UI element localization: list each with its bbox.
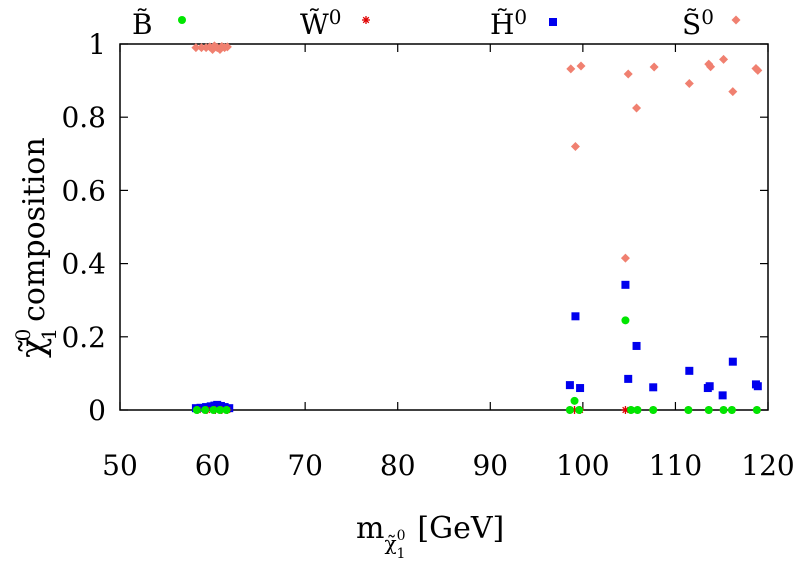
legend-entry-singlino: S̃0: [682, 5, 741, 41]
legend-label-higgsino-sup: 0: [514, 5, 527, 29]
data-point-diamond: [576, 61, 586, 71]
data-point-square: [718, 391, 727, 400]
x-tick-label: 120: [741, 449, 794, 482]
y-axis-label-sup: 0: [11, 329, 35, 342]
legend-marker-higgsino: [549, 18, 557, 26]
data-point-square: [565, 381, 574, 390]
data-point-diamond: [753, 65, 763, 75]
data-points: [191, 41, 763, 414]
data-point-diamond: [649, 62, 659, 72]
y-axis: 0 0.2 0.4 0.6 0.8 1: [61, 28, 768, 427]
y-tick-label: 0.8: [61, 101, 106, 134]
x-axis-label-symbol: m: [356, 511, 384, 546]
data-point-square: [571, 312, 580, 321]
y-axis-label-symbol: χ̃: [13, 337, 53, 358]
data-point-circle: [727, 406, 736, 414]
plot-area: [119, 43, 769, 411]
legend-label-singlino-sup: 0: [701, 5, 714, 29]
legend-label-higgsino-name: H̃: [490, 8, 514, 41]
y-axis-label: χ̃0 1 composition: [11, 137, 61, 358]
y-tick-label: 0.2: [61, 321, 106, 354]
data-point-circle: [621, 316, 630, 325]
data-point-diamond: [191, 43, 201, 53]
x-tick-label: 50: [102, 449, 138, 482]
data-point-diamond: [620, 253, 630, 263]
data-point-diamond: [632, 103, 642, 113]
legend-label-singlino: S̃0: [682, 5, 714, 41]
y-tick-label: 1: [88, 28, 106, 61]
data-point-circle: [575, 406, 584, 414]
legend-label-bino: B̃: [132, 8, 153, 41]
data-point-diamond: [706, 62, 716, 72]
data-point-circle: [626, 406, 635, 414]
data-point-circle: [209, 406, 218, 414]
legend-symbol-square: [549, 18, 557, 26]
data-point-circle: [719, 406, 728, 414]
data-point-circle: [752, 406, 761, 414]
data-point-circle: [633, 406, 642, 414]
data-point-square: [576, 384, 585, 393]
x-axis-label-sub: χ̃: [384, 531, 396, 555]
data-point-diamond: [222, 42, 232, 52]
data-point-diamond: [719, 54, 729, 64]
data-point-square: [632, 341, 641, 350]
star-stroke: [622, 406, 629, 414]
data-point-square: [705, 382, 714, 391]
x-axis-label-subsub: 1: [397, 546, 406, 562]
legend-label-singlino-name: S̃: [682, 8, 701, 41]
x-axis: 50 60 70 80 90 100 110 120: [102, 44, 795, 482]
legend: B̃ W̃0 H̃0 S̃0: [132, 5, 741, 41]
legend-label-higgsino: H̃0: [490, 5, 527, 41]
data-point-circle: [649, 406, 658, 414]
data-point-circle: [704, 406, 713, 414]
data-point-circle: [684, 406, 693, 414]
legend-marker-wino: [362, 16, 370, 24]
legend-symbol-star: [362, 16, 370, 24]
data-point-square: [649, 383, 658, 392]
y-axis-label-text: composition: [17, 137, 52, 322]
data-point-circle: [201, 406, 210, 414]
legend-symbol-circle: [178, 16, 186, 24]
data-point-circle: [570, 396, 579, 405]
legend-label-wino-sup: 0: [329, 5, 342, 29]
legend-entry-bino: B̃: [132, 8, 186, 41]
legend-entry-wino: W̃0: [300, 5, 370, 41]
x-tick-label: 60: [195, 449, 231, 482]
data-point-circle: [565, 406, 574, 414]
y-tick-label: 0.4: [61, 248, 106, 281]
x-axis-label-unit: [GeV]: [417, 511, 504, 546]
data-point-circle: [222, 406, 231, 414]
data-point-diamond: [728, 87, 738, 97]
data-point-diamond: [566, 64, 576, 74]
x-tick-label: 80: [380, 449, 416, 482]
data-point-square: [624, 374, 633, 383]
data-point-square: [685, 366, 694, 375]
y-tick-label: 0: [88, 394, 106, 427]
data-point-square: [728, 357, 737, 366]
legend-marker-bino: [178, 16, 186, 24]
x-axis-label-subsup: 0: [397, 528, 406, 544]
data-point-square: [621, 280, 630, 289]
legend-marker-singlino: [731, 15, 741, 25]
x-tick-label: 110: [649, 449, 702, 482]
x-tick-label: 100: [556, 449, 609, 482]
legend-label-wino-name: W̃: [300, 8, 329, 41]
star-stroke: [362, 16, 370, 24]
y-axis-label-sub: 1: [37, 328, 61, 341]
legend-label-wino: W̃0: [300, 5, 342, 41]
data-point-diamond: [623, 69, 633, 79]
data-point-diamond: [196, 43, 206, 53]
data-point-circle: [215, 406, 224, 414]
data-point-diamond: [684, 79, 694, 89]
x-tick-label: 90: [472, 449, 508, 482]
legend-symbol-diamond: [731, 15, 741, 25]
x-axis-label: mχ̃0 1 [GeV]: [356, 511, 504, 562]
data-point-circle: [192, 406, 201, 414]
x-tick-label: 70: [287, 449, 323, 482]
y-tick-label: 0.6: [61, 174, 106, 207]
data-point-square: [753, 382, 762, 391]
data-point-diamond: [570, 141, 580, 151]
legend-entry-higgsino: H̃0: [490, 5, 557, 41]
